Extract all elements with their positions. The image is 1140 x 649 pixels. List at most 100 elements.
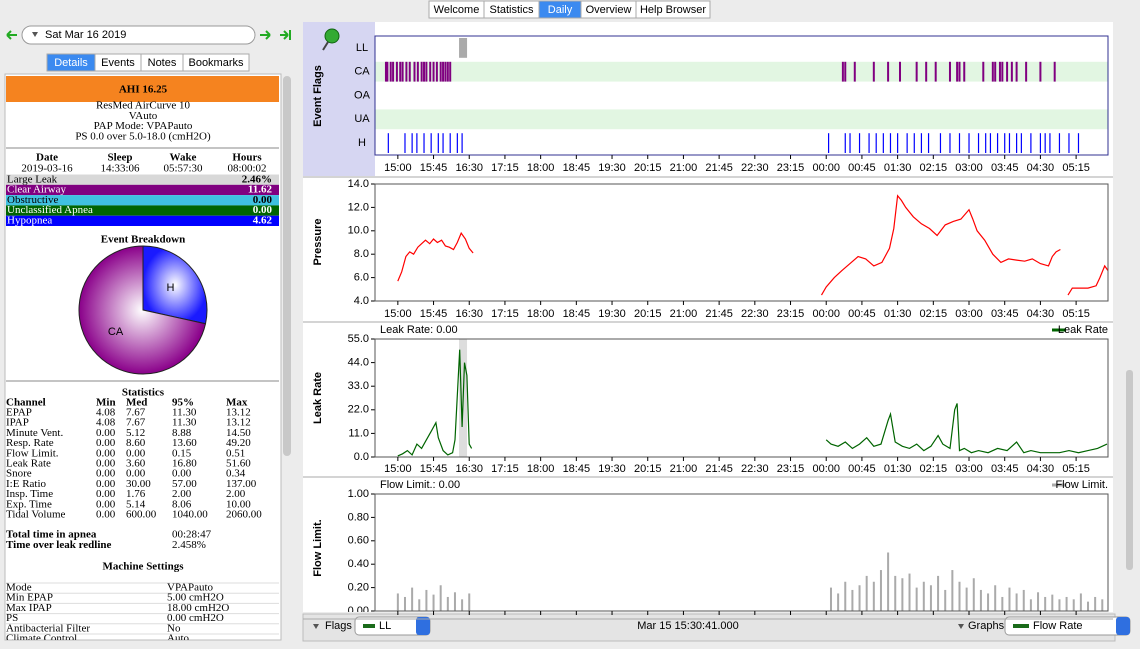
plot-frame [374, 183, 1109, 302]
flags-swatch [363, 624, 375, 628]
stats-cell: 4.08 [96, 407, 116, 419]
subtab-label[interactable]: Notes [148, 57, 177, 69]
graphs-toggle[interactable] [958, 624, 964, 629]
stats-cell: Snore [6, 468, 32, 480]
setting-value: No [167, 622, 181, 634]
flags-toggle[interactable] [313, 624, 319, 629]
setting-value: Auto [167, 633, 190, 645]
index-name: Clear Airway [7, 184, 66, 196]
x-tick-label: 01:30 [884, 463, 912, 475]
pie-slice [142, 245, 208, 325]
pin-needle [322, 41, 329, 51]
flow-bar [1029, 599, 1032, 611]
x-tick-label: 03:45 [991, 308, 1019, 320]
tab-label[interactable]: Overview [586, 4, 632, 16]
setting-label: Min EPAP [6, 592, 53, 604]
subtab-label[interactable]: Details [54, 57, 88, 69]
total-value: 2.458% [172, 539, 206, 551]
x-tick-label: 18:45 [563, 308, 591, 320]
stats-cell: 16.80 [172, 458, 197, 470]
flow-clip: 0.00 0.20 0.40 0.60 0.80 1.00 [348, 488, 1109, 612]
flow-bar [1008, 587, 1011, 611]
x-tick-label: 15:45 [420, 463, 448, 475]
tab-label[interactable]: Help Browser [640, 4, 706, 16]
stats-cell: Minute Vent. [6, 427, 63, 439]
setting-label: Climate Control [6, 633, 77, 645]
machine-info: VAuto [129, 110, 158, 122]
date-picker[interactable] [21, 25, 256, 45]
y-tick-label: 8.0 [354, 248, 369, 260]
total-label: Total time in apnea [6, 529, 97, 541]
flow-bar [396, 593, 399, 611]
x-tick-label: 04:30 [1027, 463, 1055, 475]
x-tick-label: 00:45 [848, 308, 876, 320]
flow-bar [1101, 599, 1104, 611]
tab-label[interactable]: Statistics [489, 4, 534, 16]
session-value: 08:00:02 [227, 163, 266, 175]
machine-info: PS 0.0 over 5.0-18.0 (cmH2O) [75, 130, 211, 142]
settings-title: Machine Settings [103, 561, 185, 573]
stats-cell: 0.00 [96, 447, 116, 459]
dropdown-arrow [32, 32, 38, 37]
flags-value: LL [379, 620, 391, 632]
x-tick-label: 18:00 [527, 463, 555, 475]
stats-cell: 11.30 [172, 417, 197, 429]
x-tick-label: 00:45 [848, 463, 876, 475]
x-tick-label: 03:00 [955, 162, 983, 174]
x-tick-label: 03:00 [955, 463, 983, 475]
subtab-label[interactable]: Events [101, 57, 135, 69]
x-tick-label: 19:30 [598, 162, 626, 174]
legend-label: Flow Limit. [1055, 479, 1108, 491]
x-tick-label: 18:00 [527, 162, 555, 174]
stats-cell: 0.00 [126, 468, 146, 480]
tab-label[interactable]: Daily [548, 4, 573, 16]
tab-label[interactable]: Welcome [434, 4, 480, 16]
x-tick-label: 17:15 [491, 308, 519, 320]
next-day-button[interactable] [260, 30, 271, 40]
flow-bar [1015, 593, 1018, 611]
stats-cell: 0.00 [172, 468, 192, 480]
setting-value: 0.00 cmH2O [167, 612, 224, 624]
subtab-label[interactable]: Bookmarks [188, 57, 244, 69]
flow-bar [894, 575, 897, 611]
flow-bar [837, 593, 840, 611]
y-tick-label: 10.0 [348, 225, 369, 237]
stats-cell: 3.60 [126, 458, 146, 470]
plot-frame [374, 35, 1109, 156]
stats-header: Med [126, 397, 147, 409]
x-tick-label: 17:15 [491, 463, 519, 475]
stats-cell: 7.67 [126, 417, 146, 429]
tab[interactable] [635, 0, 711, 19]
graphs-value: Flow Rate [1033, 620, 1083, 632]
stats-cell: Insp. Time [6, 488, 53, 500]
prev-day-button[interactable] [6, 30, 17, 40]
y-tick-label: 4.0 [354, 295, 369, 307]
flow-bar [418, 599, 421, 611]
last-day-button[interactable] [280, 30, 291, 40]
pin-icon[interactable] [324, 28, 340, 44]
x-tick-label: 01:30 [884, 308, 912, 320]
x-tick-label: 18:45 [563, 162, 591, 174]
graph-readout: Flow Limit.: 0.00 [380, 479, 460, 491]
flow-bar [879, 570, 882, 611]
x-tick-label: 04:30 [1027, 162, 1055, 174]
stats-cell: 5.12 [126, 427, 145, 439]
graph-scrollbar[interactable] [1126, 370, 1133, 570]
flow-bar [958, 581, 961, 611]
flow-bar [901, 578, 904, 611]
y-tick-label: 0.80 [348, 511, 369, 523]
graphs-dropdown-button[interactable] [1116, 617, 1130, 635]
x-tick-label: 21:00 [670, 162, 698, 174]
y-axis-title: Pressure [312, 218, 324, 265]
stats-cell: Leak Rate [6, 458, 51, 470]
flags-dropdown-button[interactable] [416, 617, 430, 635]
flow-bar [994, 585, 997, 611]
machine-info: ResMed AirCurve 10 [96, 100, 191, 112]
index-value: 11.62 [248, 184, 273, 196]
x-tick-label: 17:15 [491, 162, 519, 174]
scrollbar[interactable] [283, 76, 291, 456]
flag-row-label: CA [354, 66, 370, 78]
subtab[interactable] [182, 53, 250, 72]
leak-line [397, 349, 1108, 457]
flow-bar [468, 593, 471, 611]
